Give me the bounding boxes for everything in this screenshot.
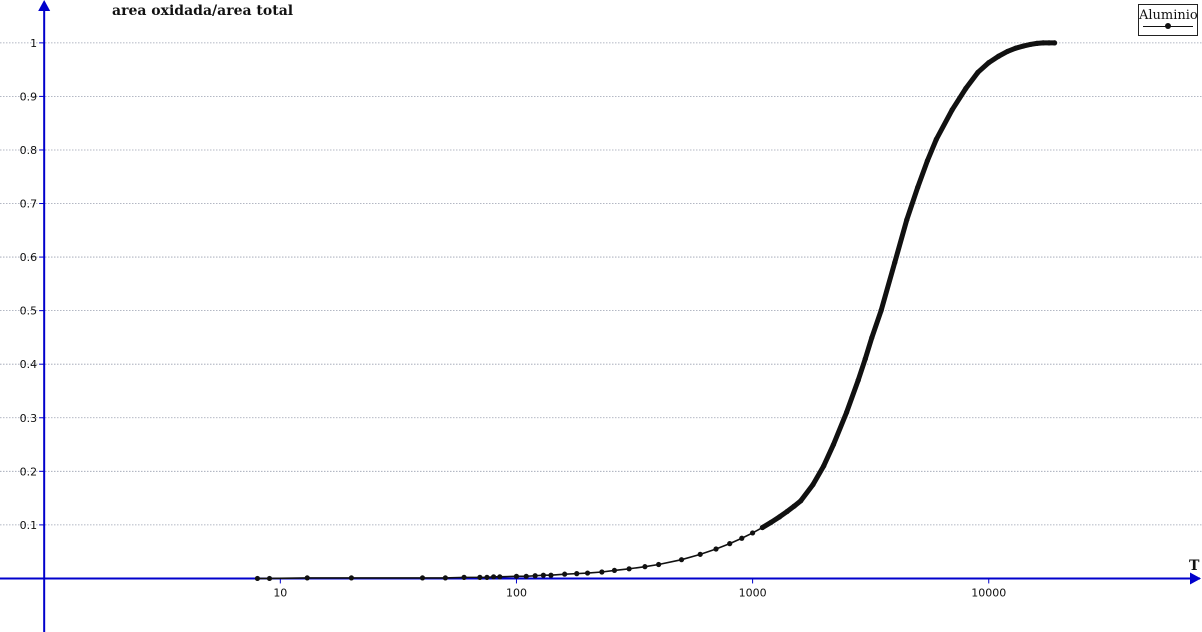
data-point [348,575,355,581]
data-point [1027,41,1033,48]
data-point [574,571,580,577]
data-point [1046,40,1052,46]
data-series [254,40,1058,582]
y-tick-label: 1 [30,37,37,50]
y-tick-label: 0.9 [20,90,38,103]
grid-lines [0,42,1202,526]
data-point [855,377,861,383]
data-point [869,334,875,341]
y-tick-label: 0.1 [20,519,38,532]
data-point [862,356,868,362]
data-point [532,573,538,579]
data-point [484,574,490,580]
data-point [915,184,921,191]
y-tick-label: 0.2 [20,465,38,478]
data-point [490,574,497,580]
x-axis-title: T [1189,558,1200,574]
data-point [548,572,554,578]
x-tick-label: 100 [506,586,527,599]
data-point [768,519,774,525]
y-axis-arrow [38,0,51,11]
series-line-dense [759,40,1058,531]
data-point [878,308,884,314]
series-line [257,42,1055,580]
data-point [562,571,568,577]
y-tick-label: 0.5 [20,305,38,318]
data-point [1013,45,1019,51]
data-point [254,575,261,582]
data-point [477,574,483,580]
data-point [798,498,804,504]
data-point [461,574,467,580]
data-point [611,567,618,574]
legend-marker [1165,23,1171,29]
legend: Aluminio [1138,4,1198,36]
data-point [892,259,898,266]
data-point [924,158,931,164]
data-point [656,561,662,568]
data-point [986,60,992,66]
data-point [1004,48,1011,55]
x-axis-arrow [1190,572,1201,585]
data-point [1051,40,1058,46]
y-tick-label: 0.7 [20,198,38,211]
data-point [949,107,955,113]
data-point [419,575,426,581]
tick-labels: 0.1 0.2 0.3 0.4 0.5 0.6 0.7 0.8 0.9 1 10 100 1000 100… [20,37,1007,600]
data-point [1040,40,1046,46]
y-tick-label: 0.3 [20,412,38,425]
data-point [759,524,765,531]
data-point [821,463,827,469]
data-point [810,482,816,488]
x-tick-label: 10000 [971,586,1006,599]
data-point [995,53,1002,59]
data-point [697,551,703,557]
data-point [933,136,939,142]
data-point [599,569,605,575]
y-tick-label: 0.8 [20,144,38,157]
y-tick-label: 0.6 [20,251,38,264]
x-tick-label: 1000 [739,586,767,599]
data-point [904,216,910,223]
data-point [727,541,733,547]
y-axis-title: area oxidada/area total [112,3,293,19]
data-point [784,508,790,515]
x-tick-label: 10 [273,586,287,599]
data-point [642,564,648,570]
data-point [678,557,685,563]
data-point [776,514,783,520]
legend-label: Aluminio [1139,8,1198,23]
data-point [540,572,546,578]
y-tick-label: 0.4 [20,358,38,371]
data-point [750,530,756,536]
data-point [626,566,632,572]
data-point [304,575,310,581]
data-point [975,69,981,75]
data-point [497,574,503,580]
data-point [963,85,969,91]
data-point [830,441,837,448]
data-point [266,575,273,582]
data-point [1034,40,1040,46]
data-point [442,575,448,581]
data-point [791,503,797,509]
data-point [843,409,850,416]
data-point [713,546,719,552]
data-point [513,573,520,579]
data-point [1020,43,1026,49]
data-point [523,573,529,579]
data-point [584,570,591,576]
data-point [739,535,745,541]
